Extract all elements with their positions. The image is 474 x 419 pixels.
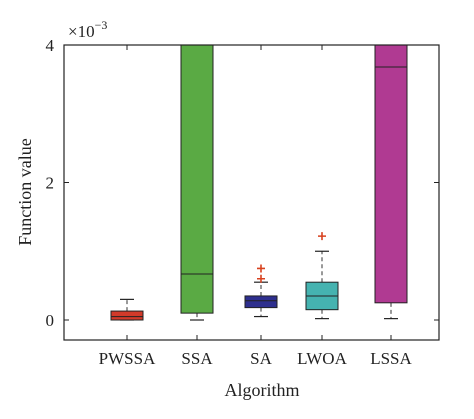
x-tick-label: LSSA [370,349,412,368]
plot-area: 0 2 4 PWSSA SSA SA LWOA LSSA [46,36,439,368]
x-axis-label: Algorithm [225,380,300,400]
y-multiplier: ×10−3 [68,18,107,41]
box-pwssa [110,310,144,321]
box-ssa [180,44,214,314]
outlier-marker [257,264,265,273]
outlier-marker [318,232,326,241]
x-tick-label: LWOA [297,349,347,368]
box-lssa [374,44,408,304]
outlier-marker [257,274,265,283]
x-tick-label: SSA [181,349,213,368]
y-tick-label: 4 [46,36,55,55]
plot-frame [63,44,440,341]
x-tick-label: PWSSA [99,349,156,368]
y-multiplier-base: ×10 [68,22,95,41]
y-tick-label: 0 [46,311,55,330]
y-axis-label: Function value [15,138,35,245]
box-sa [244,295,278,309]
x-tick-label: SA [250,349,272,368]
y-tick-label: 2 [46,174,55,193]
y-multiplier-exponent: −3 [95,18,108,32]
